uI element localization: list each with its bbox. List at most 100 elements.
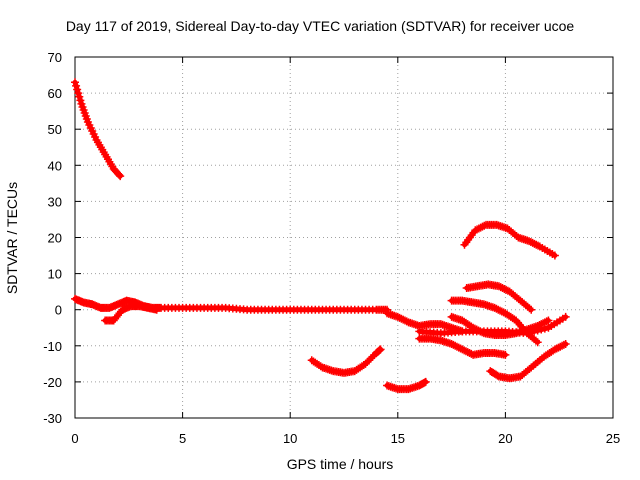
data-point	[473, 225, 482, 234]
data-point	[399, 315, 408, 324]
data-point	[474, 326, 483, 335]
data-point	[470, 324, 479, 333]
y-tick-label: 50	[48, 122, 62, 137]
data-point	[525, 304, 534, 313]
x-tick-label: 25	[606, 431, 620, 446]
data-point	[361, 359, 370, 368]
data-point	[556, 342, 565, 351]
data-point	[402, 317, 411, 326]
data-point	[152, 305, 161, 314]
data-point	[461, 347, 470, 356]
x-tick-label: 15	[391, 431, 405, 446]
data-point	[474, 224, 483, 233]
data-point	[537, 320, 546, 329]
data-point	[71, 78, 79, 87]
x-axis-label: GPS time / hours	[286, 456, 394, 472]
data-point	[559, 340, 568, 349]
data-point	[476, 327, 485, 336]
data-point	[550, 251, 559, 260]
data-point	[465, 349, 474, 358]
data-point	[400, 316, 409, 325]
data-point	[368, 352, 377, 361]
data-point	[526, 238, 535, 247]
data-point	[363, 358, 372, 367]
data-point	[460, 346, 469, 355]
data-point	[480, 221, 489, 230]
data-point	[539, 319, 548, 328]
y-tick-label: -20	[43, 375, 62, 390]
data-point	[542, 317, 551, 326]
data-point	[498, 284, 507, 293]
data-point	[471, 226, 480, 235]
data-point	[558, 341, 567, 350]
y-tick-label: 60	[48, 86, 62, 101]
data-point	[463, 348, 472, 357]
data-point	[490, 303, 499, 312]
data-point	[376, 345, 385, 354]
data-point	[393, 312, 402, 321]
data-point	[531, 336, 540, 345]
x-tick-label: 0	[71, 431, 78, 446]
data-point	[452, 342, 461, 351]
data-point	[447, 339, 456, 348]
data-point	[472, 325, 481, 334]
data-point	[478, 328, 487, 337]
data-point	[395, 313, 404, 322]
data-point	[497, 307, 506, 316]
y-tick-label: -30	[43, 411, 62, 426]
data-point	[502, 285, 511, 294]
data-point	[554, 343, 563, 352]
data-point	[532, 240, 541, 249]
data-point	[316, 362, 325, 371]
data-point	[115, 170, 124, 179]
data-point	[73, 85, 82, 94]
data-point	[552, 344, 561, 353]
data-point	[544, 316, 553, 325]
data-point	[534, 241, 543, 250]
y-tick-label: 40	[48, 158, 62, 173]
data-point	[366, 354, 375, 363]
data-point	[469, 323, 478, 332]
data-point	[75, 92, 84, 101]
data-point	[456, 344, 465, 353]
data-point	[76, 96, 85, 105]
data-point	[561, 339, 570, 348]
data-point	[476, 223, 485, 232]
data-point	[494, 305, 503, 314]
data-point	[496, 306, 505, 315]
data-point	[451, 341, 460, 350]
data-point	[525, 237, 534, 246]
data-point	[454, 343, 463, 352]
data-point	[530, 239, 539, 248]
y-tick-label: 20	[48, 231, 62, 246]
data-point	[535, 321, 544, 330]
y-tick-label: 10	[48, 267, 62, 282]
data-point	[116, 172, 125, 181]
data-point	[397, 314, 406, 323]
data-point	[478, 222, 487, 231]
data-point	[72, 81, 81, 90]
data-point	[528, 238, 537, 247]
data-point	[501, 350, 510, 359]
data-point	[421, 377, 430, 386]
data-point	[492, 304, 501, 313]
data-point	[496, 283, 505, 292]
chart-title: Day 117 of 2019, Sidereal Day-to-day VTE…	[65, 18, 575, 34]
data-point	[365, 356, 374, 365]
y-tick-label: 70	[48, 50, 62, 65]
x-tick-label: 20	[498, 431, 512, 446]
data-point	[449, 340, 458, 349]
x-tick-label: 10	[283, 431, 297, 446]
data-point	[494, 282, 503, 291]
data-point	[533, 321, 542, 330]
data-point	[550, 345, 559, 354]
data-point	[458, 345, 467, 354]
x-tick-label: 5	[179, 431, 186, 446]
data-point	[533, 338, 542, 347]
data-point	[527, 305, 536, 314]
data-point	[500, 284, 509, 293]
y-tick-label: -10	[43, 339, 62, 354]
data-point	[540, 318, 549, 327]
y-tick-label: 0	[55, 303, 62, 318]
